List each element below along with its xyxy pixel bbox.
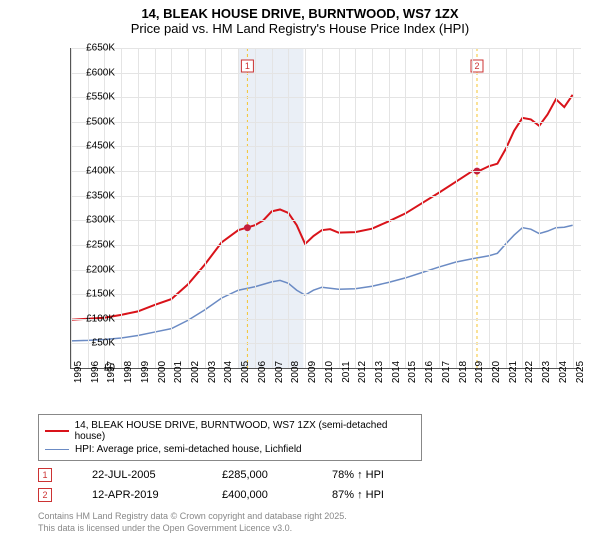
x-tick-label: 2002 [190,361,201,383]
event-marker-1: 1 [38,468,52,482]
x-tick-label: 2020 [491,361,502,383]
x-tick-label: 1996 [90,361,101,383]
legend-label-property: 14, BLEAK HOUSE DRIVE, BURNTWOOD, WS7 1Z… [75,420,415,442]
event-hpi-1: 78% ↑ HPI [332,469,412,481]
x-tick-label: 2018 [458,361,469,383]
x-tick-label: 2021 [508,361,519,383]
title-main: 14, BLEAK HOUSE DRIVE, BURNTWOOD, WS7 1Z… [0,6,600,21]
x-tick-label: 2013 [374,361,385,383]
x-tick-label: 2017 [441,361,452,383]
event-row-1: 1 22-JUL-2005 £285,000 78% ↑ HPI [38,465,600,485]
plot-area: 12 [70,48,581,369]
x-tick-label: 1997 [106,361,117,383]
x-tick-label: 2008 [290,361,301,383]
chart-title-block: 14, BLEAK HOUSE DRIVE, BURNTWOOD, WS7 1Z… [0,0,600,38]
x-tick-label: 2015 [407,361,418,383]
x-tick-label: 2000 [157,361,168,383]
chart-svg: 12 [71,48,581,368]
event-marker-2: 2 [38,488,52,502]
x-tick-label: 2022 [524,361,535,383]
legend-swatch-property [45,430,69,432]
y-tick-label: £650K [86,43,115,54]
svg-text:1: 1 [245,61,250,71]
x-tick-label: 2007 [274,361,285,383]
x-tick-label: 2024 [558,361,569,383]
event-hpi-2: 87% ↑ HPI [332,489,412,501]
event-date-2: 12-APR-2019 [92,489,182,501]
title-sub: Price paid vs. HM Land Registry's House … [0,21,600,36]
y-tick-label: £300K [86,215,115,226]
y-tick-label: £600K [86,67,115,78]
y-tick-label: £50K [92,338,115,349]
x-tick-label: 2019 [474,361,485,383]
y-tick-label: £450K [86,141,115,152]
x-tick-label: 2011 [341,361,352,383]
y-tick-label: £150K [86,289,115,300]
footer-line2: This data is licensed under the Open Gov… [38,523,600,535]
y-tick-label: £550K [86,92,115,103]
x-tick-label: 1999 [140,361,151,383]
footer-attribution: Contains HM Land Registry data © Crown c… [38,511,600,534]
legend-label-hpi: HPI: Average price, semi-detached house,… [75,444,302,455]
x-tick-label: 1998 [123,361,134,383]
y-tick-label: £350K [86,190,115,201]
x-tick-label: 2003 [207,361,218,383]
x-tick-label: 2025 [575,361,586,383]
x-tick-label: 1995 [73,361,84,383]
svg-text:2: 2 [474,61,479,71]
legend-swatch-hpi [45,449,69,450]
event-row-2: 2 12-APR-2019 £400,000 87% ↑ HPI [38,485,600,505]
x-tick-label: 2010 [324,361,335,383]
footer-line1: Contains HM Land Registry data © Crown c… [38,511,600,523]
y-tick-label: £500K [86,116,115,127]
x-tick-label: 2005 [240,361,251,383]
y-tick-label: £200K [86,264,115,275]
y-tick-label: £250K [86,239,115,250]
x-tick-label: 2001 [173,361,184,383]
chart-container: 12 £0£50K£100K£150K£200K£250K£300K£350K£… [30,38,590,408]
x-tick-label: 2012 [357,361,368,383]
x-tick-label: 2023 [541,361,552,383]
y-tick-label: £400K [86,166,115,177]
event-price-1: £285,000 [222,469,292,481]
event-date-1: 22-JUL-2005 [92,469,182,481]
legend-row-property: 14, BLEAK HOUSE DRIVE, BURNTWOOD, WS7 1Z… [45,419,415,443]
x-tick-label: 2014 [391,361,402,383]
x-tick-label: 2009 [307,361,318,383]
event-price-2: £400,000 [222,489,292,501]
legend-box: 14, BLEAK HOUSE DRIVE, BURNTWOOD, WS7 1Z… [38,414,422,461]
y-tick-label: £100K [86,313,115,324]
x-tick-label: 2006 [257,361,268,383]
x-tick-label: 2016 [424,361,435,383]
legend-row-hpi: HPI: Average price, semi-detached house,… [45,443,415,456]
events-table: 1 22-JUL-2005 £285,000 78% ↑ HPI 2 12-AP… [38,465,600,505]
x-tick-label: 2004 [223,361,234,383]
